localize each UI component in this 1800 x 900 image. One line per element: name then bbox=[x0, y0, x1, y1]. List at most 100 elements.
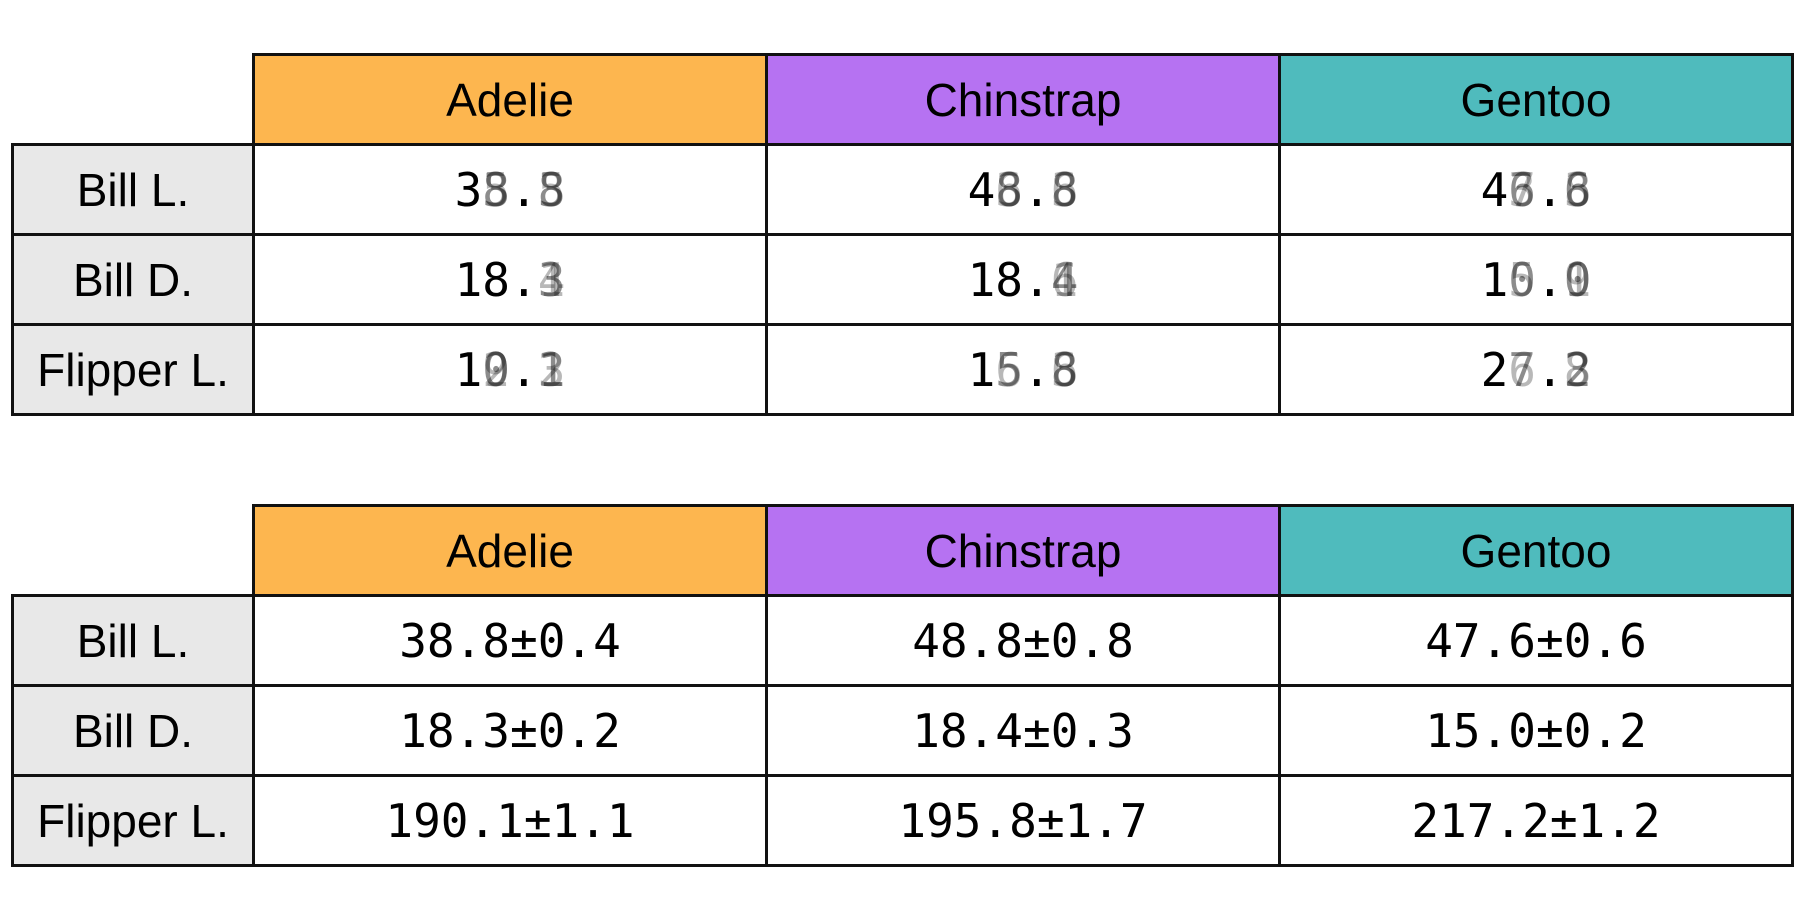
stable-digits: 4 bbox=[967, 162, 996, 217]
table-row: Bill D. 18.3±0.2 18.4±0.3 15.0±0.2 bbox=[11, 684, 1794, 777]
data-cell: 47.6±0.6 bbox=[1278, 594, 1794, 687]
ghost-glyph: 5 bbox=[482, 162, 510, 217]
data-cell: 18.3 4 1 bbox=[252, 233, 768, 326]
data-cell: 10 5.0 9 1 bbox=[1278, 233, 1794, 326]
decimal-point: . bbox=[1023, 162, 1051, 217]
col-header-gentoo: Gentoo bbox=[1278, 53, 1794, 146]
ghost-glyph: 3 bbox=[537, 342, 566, 397]
table-row: Bill L. 38.8±0.4 48.8±0.8 47.6±0.6 bbox=[11, 594, 1794, 687]
ghost-glyph: 3 bbox=[1563, 162, 1592, 217]
ghost-glyph: 3 bbox=[1050, 162, 1079, 217]
blurred-means-table: Adelie Chinstrap Gentoo Bill L. 38 5 3.8 3 5… bbox=[11, 53, 1794, 416]
blurred-number: 38 5 3.8 3 5 bbox=[455, 163, 566, 217]
data-cell: 217.2±1.2 bbox=[1278, 774, 1794, 867]
ghost-glyph: 3 bbox=[995, 162, 1023, 217]
col-header-gentoo: Gentoo bbox=[1278, 504, 1794, 597]
row-header-bill-length: Bill L. bbox=[11, 143, 255, 236]
ghost-glyph: 1 bbox=[537, 342, 566, 397]
stable-digits: 18 bbox=[967, 252, 1023, 307]
data-cell: 38 5 3.8 3 5 bbox=[252, 143, 768, 236]
ghost-glyph: 7 bbox=[1508, 342, 1536, 397]
ghost-glyph: 9 bbox=[1563, 252, 1592, 307]
ghost-glyph: 6 bbox=[1050, 252, 1079, 307]
stable-digits: 1 bbox=[1480, 252, 1509, 307]
stable-digits: 3 bbox=[454, 162, 483, 217]
ghost-glyph: 6 bbox=[1508, 342, 1536, 397]
ghost-glyph: 2 bbox=[537, 342, 566, 397]
ghost-glyph: 6 bbox=[1508, 162, 1536, 217]
ghost-glyph: 1 bbox=[537, 252, 566, 307]
ghost-glyph: 4 bbox=[1050, 252, 1079, 307]
ghost-glyph: 6 bbox=[1050, 162, 1079, 217]
row-header-bill-length: Bill L. bbox=[11, 594, 255, 687]
ghost-glyph: 2 bbox=[1563, 342, 1592, 397]
ghost-glyph: 4 bbox=[537, 252, 566, 307]
ghost-glyph: 5 bbox=[995, 342, 1023, 397]
data-cell: 27 6.2 8 3 bbox=[1278, 323, 1794, 416]
data-cell: 190.1±1.1 bbox=[252, 774, 768, 867]
ghost-glyph: 8 bbox=[995, 162, 1023, 217]
table-row: Flipper L. 10 9 2.1 3 2 15 6.8 3 6 27 6.2 8 3 bbox=[11, 323, 1794, 416]
means-with-error-table: Adelie Chinstrap Gentoo Bill L. 38.8±0.4… bbox=[11, 504, 1794, 867]
data-cell: 48.8±0.8 bbox=[765, 594, 1281, 687]
decimal-point: . bbox=[1536, 342, 1564, 397]
stable-digits: 1 bbox=[454, 342, 483, 397]
data-cell: 10 9 2.1 3 2 bbox=[252, 323, 768, 416]
ghost-glyph: 6 bbox=[1050, 342, 1079, 397]
ghost-glyph: 3 bbox=[1563, 342, 1592, 397]
corner-cell bbox=[13, 55, 254, 145]
blurred-number: 10 5.0 9 1 bbox=[1481, 253, 1592, 307]
ghost-glyph: 8 bbox=[1563, 342, 1592, 397]
stable-digits: 18 bbox=[454, 252, 510, 307]
ghost-glyph: 6 bbox=[995, 162, 1023, 217]
data-cell: 18.4 6 1 bbox=[765, 233, 1281, 326]
decimal-point: . bbox=[1536, 252, 1564, 307]
decimal-point: . bbox=[510, 342, 538, 397]
stable-digits: 2 bbox=[1480, 342, 1509, 397]
ghost-glyph: 3 bbox=[482, 162, 510, 217]
blurred-number: 18.4 6 1 bbox=[968, 253, 1079, 307]
ghost-glyph: 3 bbox=[537, 162, 566, 217]
header-row: Adelie Chinstrap Gentoo bbox=[13, 53, 1794, 146]
stable-digits: 4 bbox=[1480, 162, 1509, 217]
col-header-chinstrap: Chinstrap bbox=[765, 53, 1281, 146]
decimal-point: . bbox=[509, 252, 538, 307]
row-header-flipper-length: Flipper L. bbox=[11, 774, 255, 867]
table-row: Bill L. 38 5 3.8 3 5 48 6 3.8 3 6 46 7 3.6 8 3 bbox=[11, 143, 1794, 236]
row-header-bill-depth: Bill D. bbox=[11, 233, 255, 326]
ghost-glyph: 0 bbox=[1508, 252, 1536, 307]
data-cell: 18.4±0.3 bbox=[765, 684, 1281, 777]
blurred-number: 46 7 3.6 8 3 bbox=[1481, 163, 1592, 217]
blurred-number: 18.3 4 1 bbox=[455, 253, 566, 307]
ghost-glyph: 1 bbox=[1050, 252, 1079, 307]
ghost-glyph: 8 bbox=[1050, 342, 1079, 397]
col-header-chinstrap: Chinstrap bbox=[765, 504, 1281, 597]
ghost-glyph: 5 bbox=[1508, 252, 1536, 307]
ghost-glyph: 2 bbox=[482, 342, 510, 397]
ghost-glyph: 8 bbox=[537, 162, 566, 217]
ghost-glyph: 1 bbox=[1563, 252, 1592, 307]
header-row: Adelie Chinstrap Gentoo bbox=[13, 504, 1794, 597]
blurred-number: 10 9 2.1 3 2 bbox=[455, 343, 566, 397]
data-cell: 195.8±1.7 bbox=[765, 774, 1281, 867]
data-cell: 18.3±0.2 bbox=[252, 684, 768, 777]
ghost-glyph: 3 bbox=[1050, 342, 1079, 397]
ghost-glyph: 6 bbox=[1563, 162, 1592, 217]
data-cell: 46 7 3.6 8 3 bbox=[1278, 143, 1794, 236]
table-row: Bill D. 18.3 4 1 18.4 6 1 10 5.0 9 1 bbox=[11, 233, 1794, 326]
row-header-flipper-length: Flipper L. bbox=[11, 323, 255, 416]
blurred-number: 27 6.2 8 3 bbox=[1481, 343, 1592, 397]
data-cell: 15.0±0.2 bbox=[1278, 684, 1794, 777]
